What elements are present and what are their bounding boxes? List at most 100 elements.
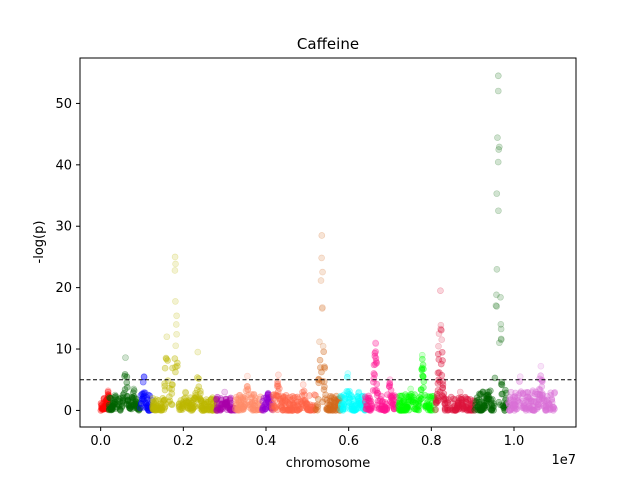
data-point xyxy=(484,395,492,403)
data-point xyxy=(190,395,198,402)
data-point xyxy=(364,405,371,413)
data-point xyxy=(239,397,247,404)
data-point xyxy=(456,388,464,396)
data-point xyxy=(494,72,502,80)
data-point xyxy=(495,146,503,153)
data-point xyxy=(138,395,146,402)
data-point xyxy=(531,390,539,398)
data-point xyxy=(282,396,289,404)
data-point xyxy=(288,405,295,413)
data-point xyxy=(231,406,238,414)
data-point xyxy=(169,381,176,388)
data-point xyxy=(517,389,524,397)
data-point xyxy=(211,396,219,404)
data-point xyxy=(444,406,451,414)
data-point xyxy=(511,393,519,400)
data-point xyxy=(489,404,497,412)
data-point xyxy=(173,312,180,320)
data-point xyxy=(292,406,299,414)
data-point xyxy=(148,406,156,414)
data-point xyxy=(439,393,447,400)
data-point xyxy=(529,387,537,395)
data-point xyxy=(550,404,558,411)
data-point xyxy=(370,375,378,382)
data-point xyxy=(140,390,147,398)
data-point xyxy=(197,405,205,413)
data-point xyxy=(110,396,117,404)
data-point xyxy=(231,404,239,412)
data-point xyxy=(476,400,483,408)
data-point xyxy=(186,402,193,410)
data-point xyxy=(458,400,466,407)
data-point xyxy=(485,393,493,401)
data-point xyxy=(242,387,250,395)
data-point xyxy=(419,373,427,380)
data-point xyxy=(355,399,362,407)
data-point xyxy=(433,396,440,404)
data-point xyxy=(161,396,168,404)
data-point xyxy=(299,381,307,388)
data-point xyxy=(483,395,491,403)
data-point xyxy=(483,401,490,409)
data-point xyxy=(535,397,543,404)
data-point xyxy=(346,405,354,413)
data-point xyxy=(536,391,544,399)
data-point xyxy=(218,404,225,411)
data-point xyxy=(244,372,251,380)
data-point xyxy=(279,407,287,414)
data-point xyxy=(284,406,292,414)
data-point xyxy=(113,403,121,411)
data-point xyxy=(226,397,234,404)
data-point xyxy=(421,402,429,410)
data-point xyxy=(490,406,497,414)
data-point xyxy=(471,406,479,414)
data-point xyxy=(166,397,174,405)
data-point xyxy=(362,405,370,413)
y-axis-label: -log(p) xyxy=(32,221,47,264)
data-point xyxy=(273,392,281,400)
data-point xyxy=(397,392,405,400)
data-point xyxy=(368,402,376,410)
data-point xyxy=(431,396,438,403)
data-point xyxy=(388,399,395,406)
data-point xyxy=(516,373,524,380)
data-point xyxy=(337,402,345,410)
data-point xyxy=(337,406,344,414)
data-point xyxy=(206,406,214,414)
data-point xyxy=(204,402,212,410)
data-point xyxy=(348,402,356,410)
data-point xyxy=(251,399,259,407)
data-point xyxy=(105,391,112,399)
data-point xyxy=(396,397,403,404)
data-point xyxy=(459,399,466,406)
data-point xyxy=(527,398,535,405)
data-point xyxy=(387,398,394,405)
data-point xyxy=(419,372,426,380)
data-point xyxy=(272,404,279,412)
data-point xyxy=(372,340,380,348)
data-point xyxy=(268,399,275,407)
data-point xyxy=(476,406,483,414)
data-point xyxy=(267,393,275,401)
data-point xyxy=(223,401,231,409)
data-point xyxy=(386,381,394,388)
data-point xyxy=(284,399,292,407)
data-point xyxy=(262,405,269,412)
data-point xyxy=(104,395,111,403)
data-point xyxy=(144,406,152,413)
data-point xyxy=(388,402,396,409)
data-point xyxy=(145,406,153,414)
data-point xyxy=(390,405,398,412)
data-point xyxy=(225,402,233,410)
data-point xyxy=(257,393,264,401)
data-point xyxy=(357,399,365,406)
data-point xyxy=(355,395,362,403)
data-point xyxy=(483,399,490,407)
data-point xyxy=(256,395,263,403)
data-point xyxy=(131,395,138,402)
data-point xyxy=(247,405,255,413)
data-point xyxy=(104,387,112,395)
data-point xyxy=(98,402,105,410)
data-point xyxy=(179,400,187,408)
data-point xyxy=(495,207,502,215)
